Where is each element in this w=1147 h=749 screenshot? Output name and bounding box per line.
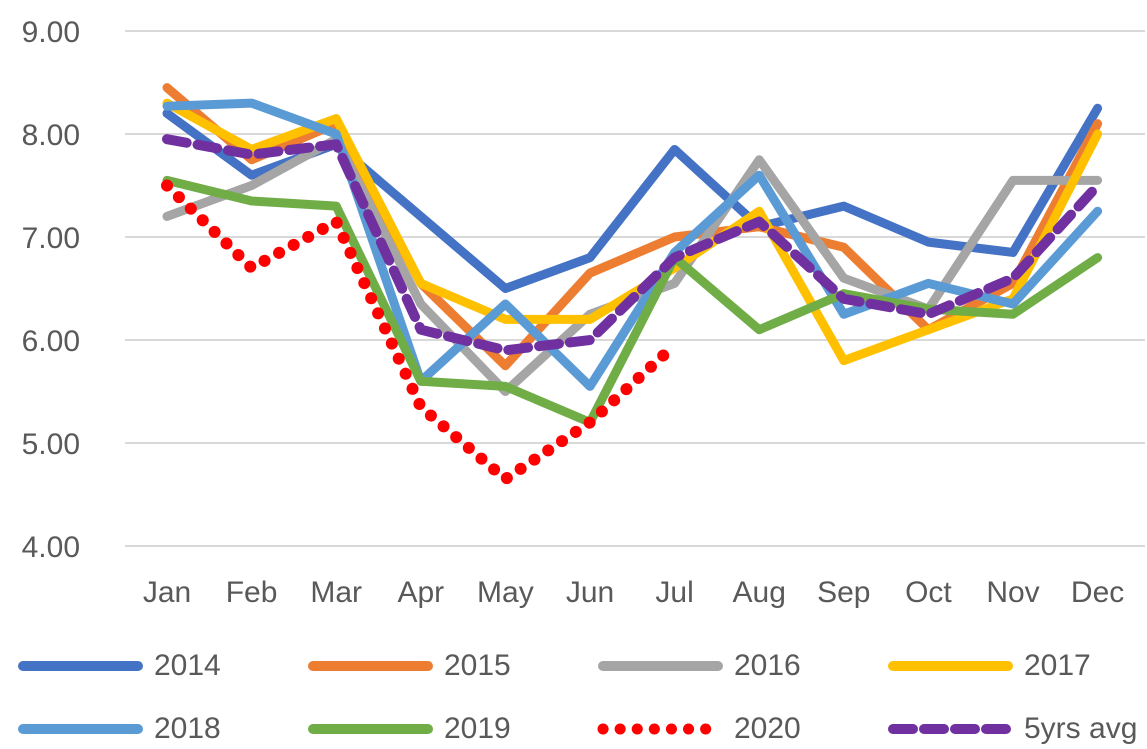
legend-swatch-dashed <box>888 724 1013 734</box>
y-axis-tick-label: 9.00 <box>22 16 80 49</box>
x-axis-label-sep: Sep <box>817 576 870 609</box>
x-axis-label-jun: Jun <box>566 576 614 609</box>
line-chart: 9.00 8.00 7.00 6.00 5.00 4.00 Jan Feb Mar Apr May J… <box>22 16 1145 609</box>
y-axis-tick-label: 7.00 <box>22 222 80 255</box>
legend-label: 2016 <box>734 649 801 682</box>
legend-item-2017: 2017 <box>887 648 1091 684</box>
legend-item-5yrs-avg: 5yrs avg <box>887 711 1137 747</box>
legend-item-2019: 2019 <box>307 711 511 747</box>
x-axis-label-dec: Dec <box>1071 576 1124 609</box>
legend-label: 2018 <box>154 712 221 745</box>
y-axis-tick-label: 5.00 <box>22 428 80 461</box>
series-line-2018 <box>162 98 1103 391</box>
legend-item-2018: 2018 <box>17 711 221 747</box>
legend-label: 2020 <box>734 712 801 745</box>
legend-item-2016: 2016 <box>597 648 801 684</box>
legend-label: 2019 <box>444 712 511 745</box>
legend-item-2015: 2015 <box>307 648 511 684</box>
y-axis-tick-label: 6.00 <box>22 325 80 358</box>
legend-swatch-dotted <box>597 723 724 735</box>
x-axis-label-mar: Mar <box>310 576 362 609</box>
legend-label: 2017 <box>1024 649 1091 682</box>
legend-swatch-solid <box>308 724 433 734</box>
legend-label: 2014 <box>154 649 221 682</box>
x-axis-label-oct: Oct <box>905 576 952 609</box>
legend-swatch-solid <box>598 661 723 671</box>
legend-swatch-solid <box>888 661 1013 671</box>
series-line-2020 <box>161 179 681 486</box>
legend-item-2020: 2020 <box>597 711 801 747</box>
series-line-5yrs-avg <box>162 134 1103 356</box>
x-axis-label-jan: Jan <box>143 576 191 609</box>
y-axis-tick-label: 8.00 <box>22 119 80 152</box>
legend-item-2014: 2014 <box>17 648 221 684</box>
x-axis-label-may: May <box>477 576 534 609</box>
x-axis-label-aug: Aug <box>733 576 786 609</box>
legend-swatch-solid <box>18 724 143 734</box>
x-axis-label-feb: Feb <box>226 576 278 609</box>
legend-swatch-solid <box>308 661 433 671</box>
legend-label: 5yrs avg <box>1024 712 1138 745</box>
legend-label: 2015 <box>444 649 511 682</box>
x-axis-label-jul: Jul <box>655 576 693 609</box>
legend-swatch-solid <box>18 661 143 671</box>
x-axis-label-apr: Apr <box>397 576 444 609</box>
series-line-2016 <box>162 134 1103 396</box>
y-axis-tick-label: 4.00 <box>22 531 80 564</box>
x-axis-label-nov: Nov <box>986 576 1039 609</box>
